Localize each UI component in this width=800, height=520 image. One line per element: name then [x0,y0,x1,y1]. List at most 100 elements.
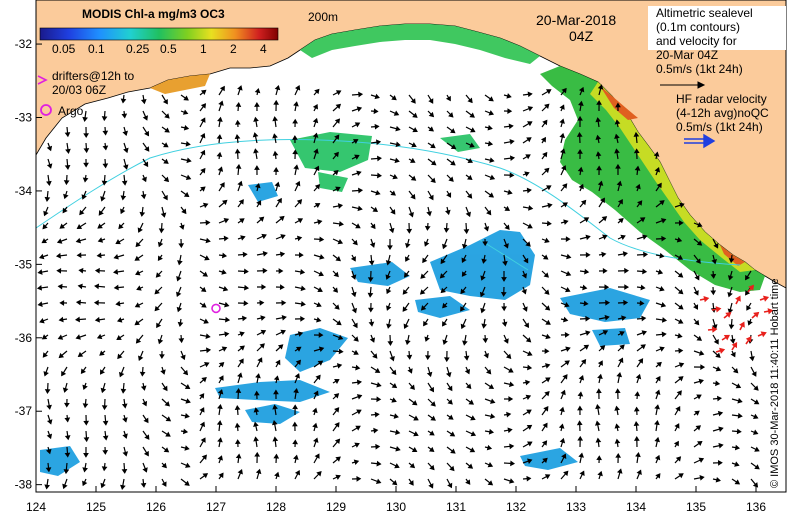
current-vector [465,126,476,133]
current-vector [541,185,552,192]
current-vector [332,334,344,341]
current-vector [484,110,495,116]
current-vector [199,302,207,308]
current-vector [142,142,150,152]
current-vector [403,318,410,329]
current-vector [419,286,429,295]
colorbar-tick: 0.05 [52,42,76,56]
current-vector [597,180,604,192]
current-vector [426,206,432,217]
current-vector [559,437,566,448]
current-vector [408,142,417,148]
current-vector [121,110,128,119]
current-vector [503,139,515,145]
current-vector [180,174,192,181]
current-vector [100,478,106,489]
current-vector [596,455,603,464]
current-vector [465,462,474,469]
current-vector [386,302,392,311]
current-vector [465,157,474,164]
current-vector [522,458,533,464]
current-vector [122,446,129,457]
current-vector [216,151,223,160]
current-vector [253,436,259,448]
current-vector [312,117,319,128]
current-vector [293,164,299,176]
current-vector [560,183,568,192]
x-tick-label: 127 [206,500,226,514]
current-vector [636,300,645,307]
current-vector [389,157,400,164]
hf-radar-scale-arrow-icon [684,133,716,149]
current-vector [634,165,641,176]
current-vector [83,158,89,168]
current-vector [332,474,341,480]
current-vector [420,302,429,311]
current-vector [235,102,242,112]
current-vector [408,206,414,218]
current-vector [579,284,588,291]
current-vector [693,378,704,385]
current-vector [36,284,49,291]
current-vector [313,374,321,384]
current-vector [102,446,109,455]
current-vector [274,181,281,192]
current-vector [254,165,260,176]
current-vector [541,318,551,325]
current-vector [446,414,454,420]
current-vector [501,270,507,282]
current-vector [389,478,398,486]
current-vector [180,413,190,419]
current-vector [731,366,739,374]
current-vector [39,317,49,324]
current-vector [218,316,231,323]
current-vector [118,366,125,378]
current-vector [370,396,382,403]
y-tick-label: -38 [15,478,33,492]
hf-radar-vector [735,295,741,305]
current-vector [576,132,583,144]
current-vector [636,358,644,368]
map-hour: 04Z [569,28,594,44]
current-vector [427,462,435,471]
current-vector [464,366,471,375]
current-vector [731,397,743,404]
current-vector [120,190,127,201]
current-vector [157,334,164,345]
current-vector [750,429,759,435]
current-vector [42,350,49,358]
current-vector [522,187,532,194]
current-vector [424,222,431,231]
current-vector [292,404,298,416]
current-vector [616,180,623,192]
current-vector [460,286,467,295]
current-vector [503,155,516,162]
current-vector [199,454,207,464]
current-vector [579,358,587,368]
current-vector [595,437,602,448]
x-tick-label: 134 [626,500,646,514]
current-vector [427,142,436,149]
current-vector [161,478,167,487]
current-vector [427,190,434,201]
current-vector [120,206,126,215]
current-vector [617,234,626,241]
current-vector [253,390,260,400]
current-vector [80,366,87,375]
current-vector [484,398,496,404]
current-vector [351,286,357,298]
current-vector [598,197,605,208]
altimetry-legend-line: and velocity for [656,34,737,48]
current-vector [199,377,207,384]
current-vector [674,286,684,295]
current-vector [218,218,230,224]
current-vector [94,267,106,274]
current-vector [408,398,418,406]
current-vector [97,237,106,243]
current-vector [541,457,548,464]
current-vector [256,329,267,336]
current-vector [673,440,679,448]
current-vector [43,366,49,377]
current-vector [370,155,383,162]
current-vector [712,426,724,432]
